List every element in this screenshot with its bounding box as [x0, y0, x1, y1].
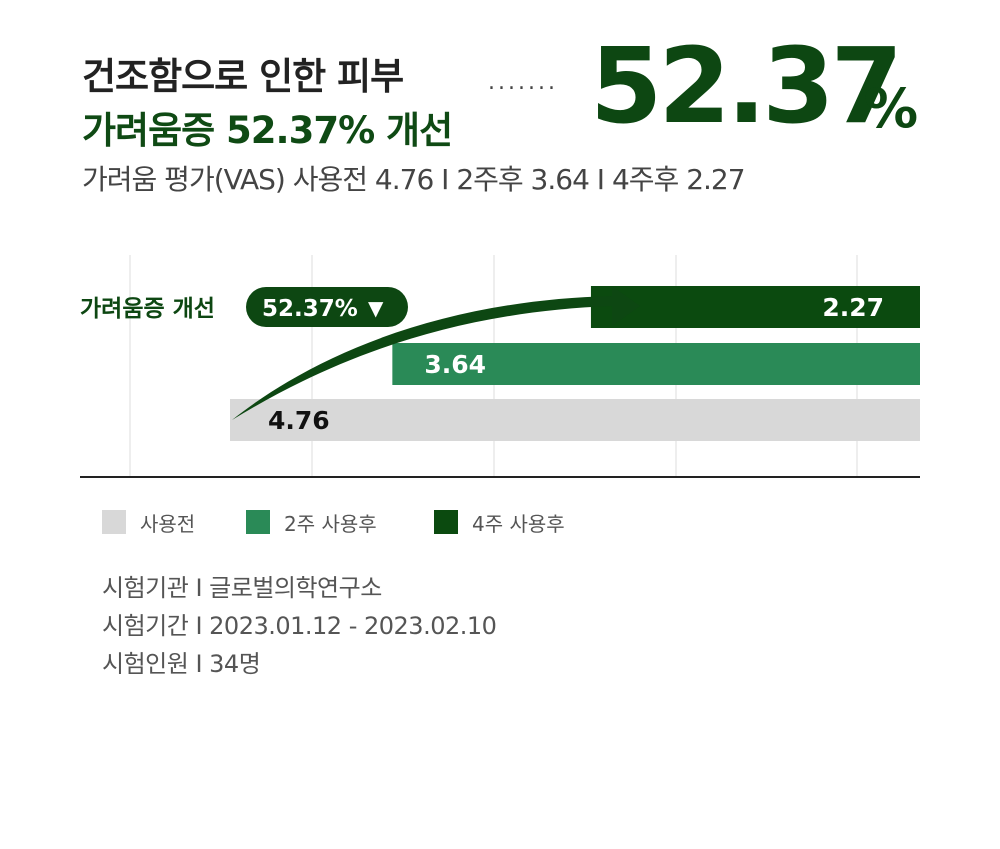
headline-line1: 건조함으로 인한 피부	[82, 55, 404, 98]
legend-swatch-week4	[434, 510, 458, 534]
improvement-arrow	[232, 286, 640, 420]
legend-label-week4: 4주 사용후	[472, 511, 565, 536]
improvement-label: 가려움증 개선	[80, 296, 215, 322]
bar-chart: 2.27 3.64 4.76 가려움증 개선 52.37% ▼	[80, 255, 921, 478]
legend-item-week4: 4주 사용후	[434, 508, 565, 536]
bar-value-label-week2: 3.64	[424, 350, 486, 379]
headline-line2: 가려움증 52.37% 개선	[82, 109, 453, 152]
test-participants: 시험인원 I 34명	[102, 650, 261, 678]
legend-item-before: 사용전	[102, 508, 195, 536]
legend-swatch-before	[102, 510, 126, 534]
bar-before	[230, 399, 920, 441]
legend-item-week2: 2주 사용후	[246, 508, 377, 536]
dot-leader: .......	[488, 70, 558, 95]
improvement-badge	[246, 287, 408, 327]
legend-swatch-week2	[246, 510, 270, 534]
legend-label-before: 사용전	[140, 511, 196, 536]
vas-summary: 가려움 평가(VAS) 사용전 4.76 I 2주후 3.64 I 4주후 2.…	[82, 163, 746, 196]
big-percentage-value: 52.37	[590, 25, 903, 147]
improvement-badge-value: 52.37%	[262, 296, 358, 322]
down-arrow-icon: ▼	[368, 296, 384, 320]
test-institution: 시험기관 I 글로벌의학연구소	[102, 574, 382, 602]
bar-value-label-before: 4.76	[268, 406, 330, 435]
big-percentage-unit: %	[864, 77, 919, 140]
bar-week2	[392, 343, 921, 385]
bar-week4	[590, 286, 920, 328]
test-period: 시험기간 I 2023.01.12 - 2023.02.10	[102, 612, 497, 640]
bar-value-label-week4: 2.27	[822, 293, 884, 322]
legend-label-week2: 2주 사용후	[284, 511, 377, 536]
